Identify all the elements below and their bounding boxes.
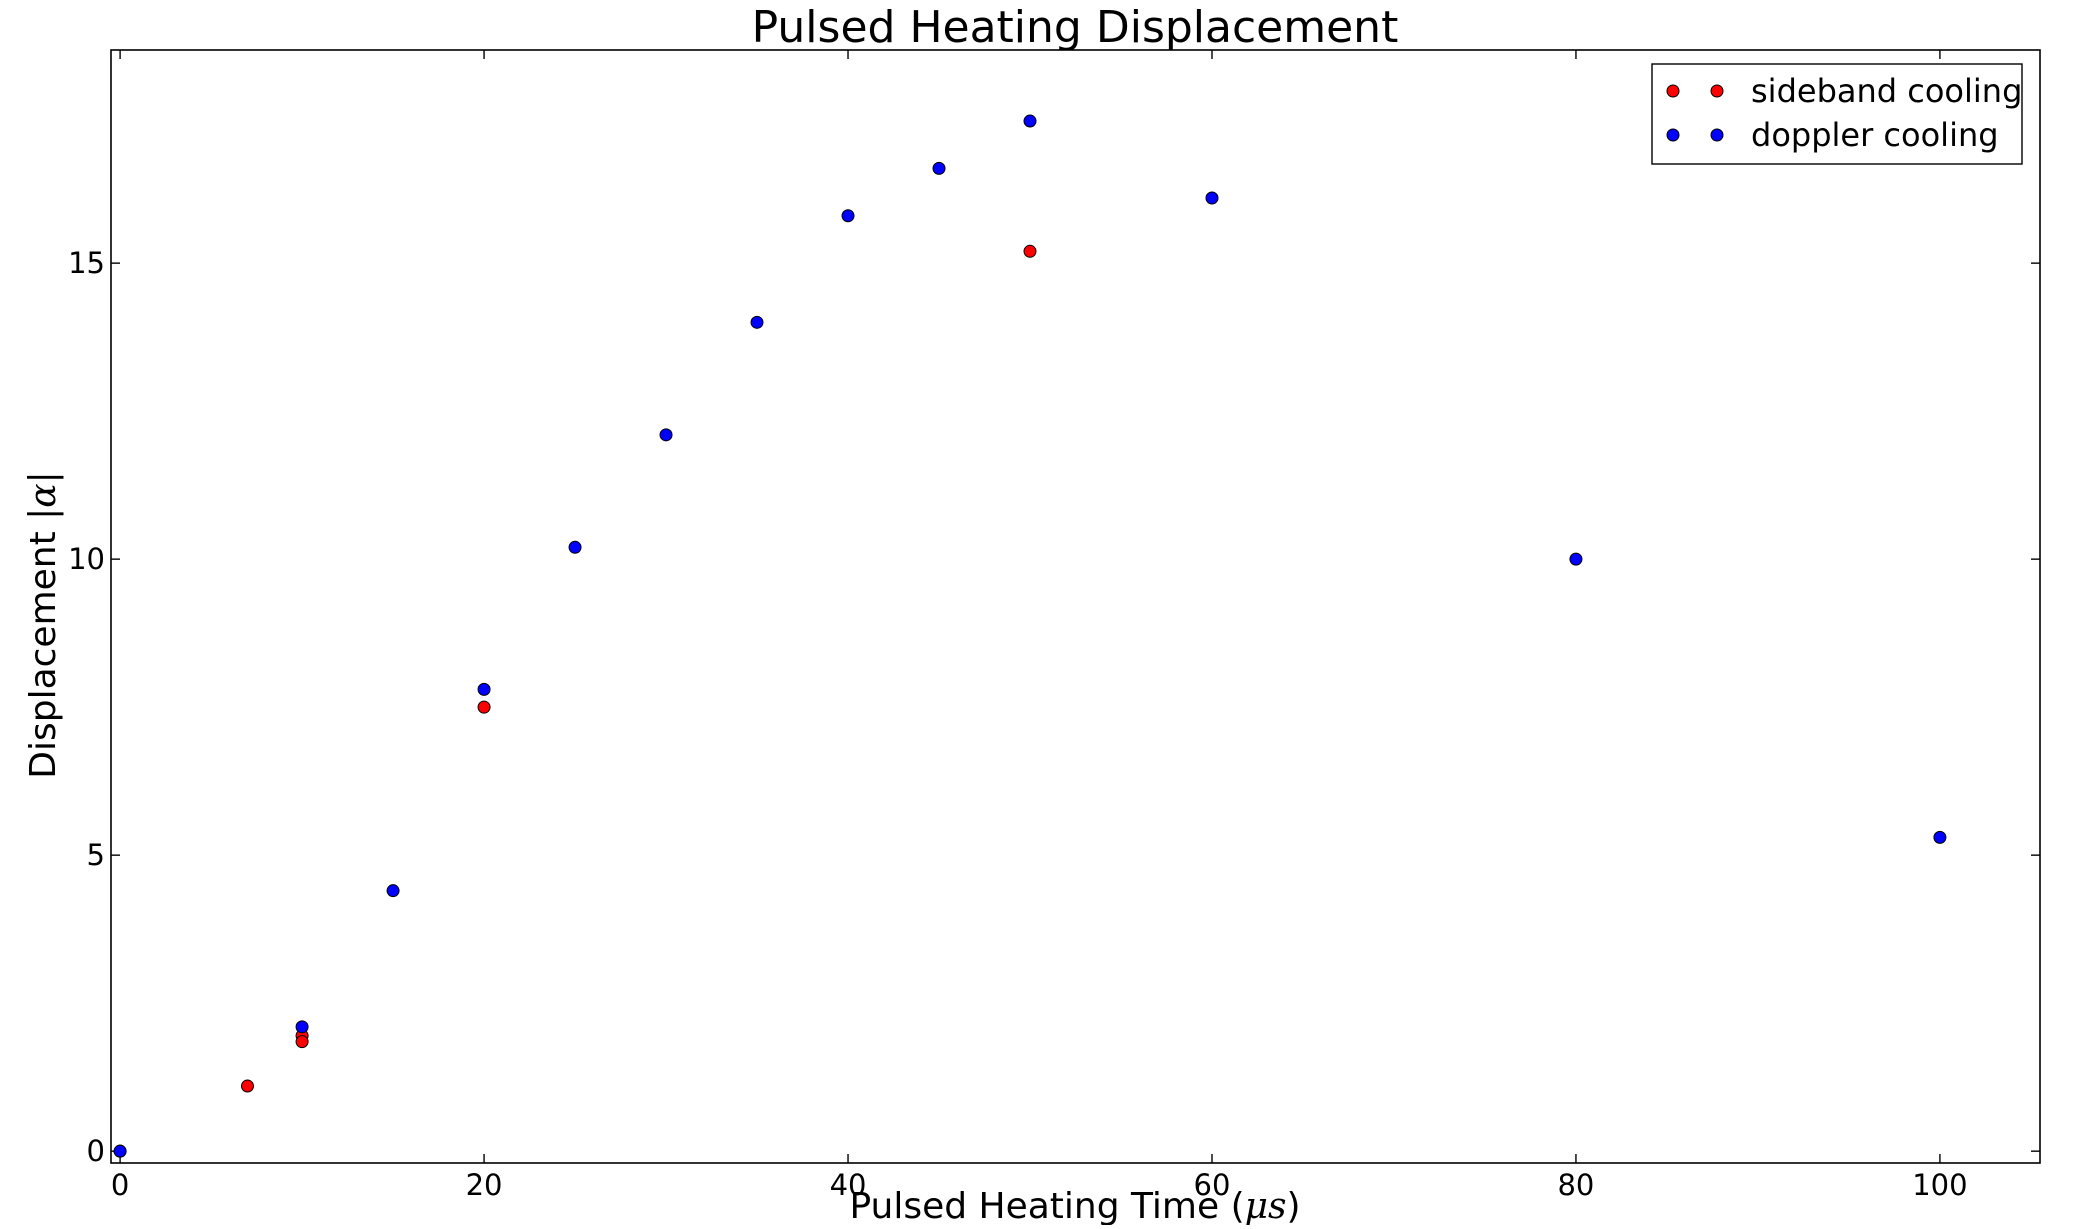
x-tick-label: 100	[1912, 1168, 1967, 1202]
data-point-series-1	[568, 540, 582, 554]
y-tick-label: 0	[87, 1134, 105, 1168]
chart-title: Pulsed Heating Displacement	[752, 2, 1399, 53]
plot-area	[110, 49, 2041, 1164]
legend-marker	[1666, 128, 1680, 142]
legend-marker	[1666, 84, 1680, 98]
legend: sideband cooling doppler cooling	[1651, 63, 2023, 165]
data-point-series-1	[113, 1144, 127, 1158]
legend-marker	[1710, 128, 1724, 142]
x-tick-label: 40	[830, 1168, 867, 1202]
legend-label: doppler cooling	[1751, 116, 1999, 154]
data-point-series-1	[841, 209, 855, 223]
data-point-series-1	[932, 161, 946, 175]
data-point-series-1	[1569, 552, 1583, 566]
legend-box	[1651, 63, 2023, 165]
data-point-series-1	[386, 884, 400, 898]
legend-marker	[1710, 84, 1724, 98]
x-tick-label: 0	[111, 1168, 129, 1202]
data-point-series-1	[1933, 830, 1947, 844]
data-point-series-0	[1023, 244, 1037, 258]
data-point-series-0	[477, 700, 491, 714]
data-points	[113, 114, 1947, 1158]
x-tick-label: 60	[1194, 1168, 1231, 1202]
y-tick-label: 15	[68, 246, 105, 280]
x-tick-label: 20	[466, 1168, 503, 1202]
data-point-series-1	[1205, 191, 1219, 205]
y-axis-label: Displacement |α|	[23, 471, 64, 779]
y-axis: 0 5 10 15	[68, 246, 2040, 1168]
legend-label: sideband cooling	[1751, 72, 2022, 110]
y-tick-label: 10	[68, 542, 105, 576]
data-point-series-1	[659, 428, 673, 442]
data-point-series-0	[240, 1079, 254, 1093]
data-point-series-1	[477, 682, 491, 696]
plot-frame	[110, 49, 2041, 1164]
data-point-series-0	[295, 1035, 309, 1049]
y-tick-label: 5	[87, 838, 105, 872]
data-point-series-1	[750, 315, 764, 329]
x-axis-label: Pulsed Heating Time (μs)	[849, 1186, 1300, 1225]
x-axis: 0 20 40 60 80 100	[111, 50, 1968, 1202]
x-tick-label: 80	[1557, 1168, 1594, 1202]
data-point-series-1	[295, 1020, 309, 1034]
data-point-series-1	[1023, 114, 1037, 128]
